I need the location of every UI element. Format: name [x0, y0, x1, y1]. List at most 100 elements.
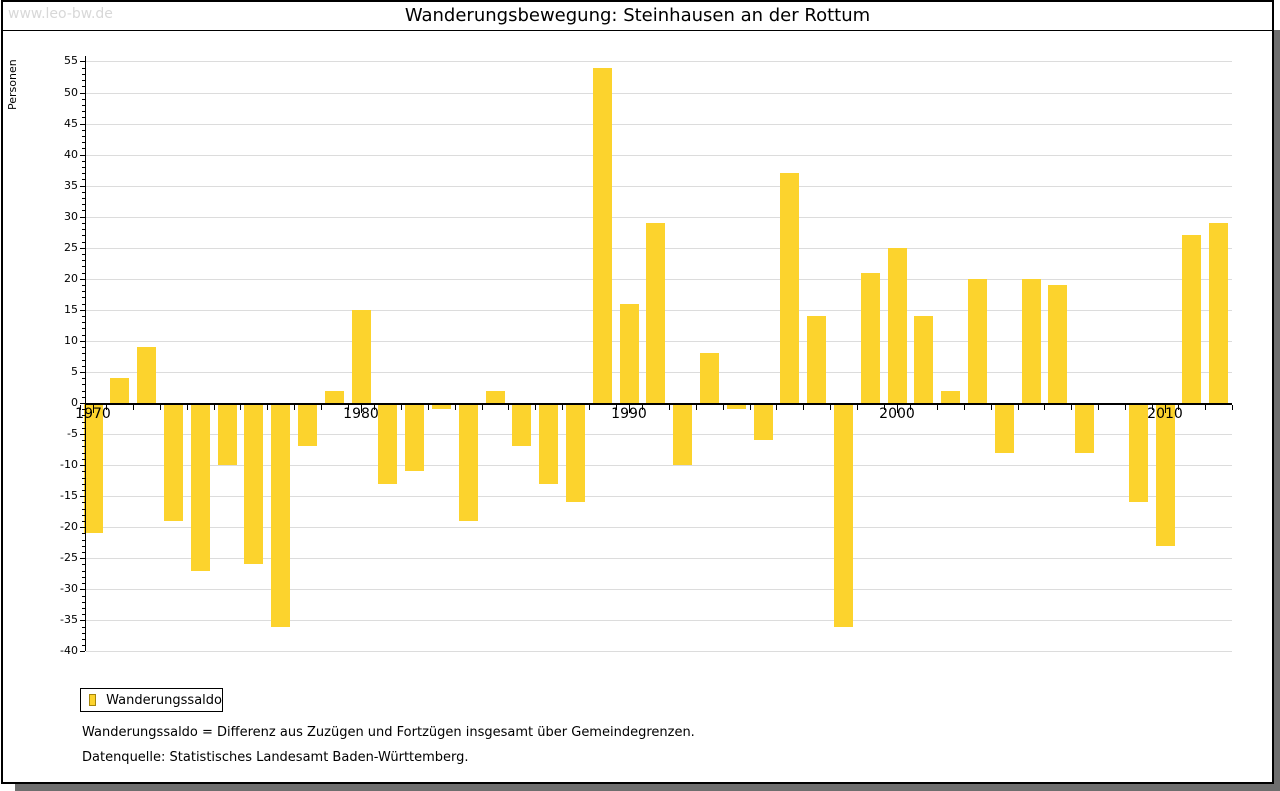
bar-1973 — [164, 403, 183, 521]
footnote-definition: Wanderungssaldo = Differenz aus Zuzügen … — [82, 725, 695, 740]
y-tick-label: 5 — [71, 365, 78, 378]
y-minor-tick — [82, 167, 85, 168]
y-minor-tick — [82, 117, 85, 118]
bar-1980 — [352, 310, 371, 403]
gridline — [86, 186, 1232, 187]
watermark: www.leo-bw.de — [8, 6, 113, 22]
y-major-tick — [80, 527, 85, 528]
y-minor-tick — [82, 602, 85, 603]
x-minor-tick — [750, 405, 751, 410]
y-minor-tick — [82, 148, 85, 149]
y-minor-tick — [82, 266, 85, 267]
gridline — [86, 61, 1232, 62]
x-minor-tick — [910, 405, 911, 410]
bar-1983 — [432, 403, 451, 409]
y-tick-label: 40 — [64, 148, 78, 161]
y-minor-tick — [82, 347, 85, 348]
y-major-tick — [80, 589, 85, 590]
x-minor-tick — [857, 405, 858, 410]
x-minor-tick — [776, 405, 777, 410]
y-major-tick — [80, 341, 85, 342]
y-major-tick — [80, 61, 85, 62]
y-minor-tick — [82, 235, 85, 236]
y-minor-tick — [82, 540, 85, 541]
bar-1984 — [459, 403, 478, 521]
footnote-source: Datenquelle: Statistisches Landesamt Bad… — [82, 750, 469, 765]
y-minor-tick — [82, 353, 85, 354]
gridline — [86, 124, 1232, 125]
y-minor-tick — [82, 242, 85, 243]
y-minor-tick — [82, 446, 85, 447]
y-major-tick — [80, 558, 85, 559]
x-minor-tick — [1152, 405, 1153, 410]
y-minor-tick — [82, 99, 85, 100]
gridline — [86, 217, 1232, 218]
bar-1988 — [566, 403, 585, 502]
x-minor-tick — [1018, 405, 1019, 410]
y-minor-tick — [82, 490, 85, 491]
bar-1986 — [512, 403, 531, 446]
y-minor-tick — [82, 502, 85, 503]
bar-1987 — [539, 403, 558, 484]
y-major-tick — [80, 620, 85, 621]
y-major-tick — [80, 434, 85, 435]
page-title: Wanderungsbewegung: Steinhausen an der R… — [404, 5, 871, 26]
gridline — [86, 496, 1232, 497]
bar-1976 — [244, 403, 263, 564]
bar-2003 — [968, 279, 987, 403]
x-minor-tick — [991, 405, 992, 410]
x-minor-tick — [723, 405, 724, 410]
gridline — [86, 465, 1232, 466]
x-minor-tick — [1044, 405, 1045, 410]
x-major-tick — [361, 405, 362, 413]
y-tick-label: -30 — [60, 582, 78, 595]
y-minor-tick — [82, 428, 85, 429]
y-minor-tick — [82, 285, 85, 286]
gridline — [86, 558, 1232, 559]
x-minor-tick — [294, 405, 295, 410]
y-minor-tick — [82, 533, 85, 534]
y-minor-tick — [82, 335, 85, 336]
y-tick-label: 0 — [71, 396, 78, 409]
x-major-tick — [1165, 405, 1166, 413]
y-minor-tick — [82, 322, 85, 323]
x-minor-tick — [884, 405, 885, 410]
bar-1977 — [271, 403, 290, 627]
y-minor-tick — [82, 571, 85, 572]
y-major-tick — [80, 465, 85, 466]
y-minor-tick — [82, 198, 85, 199]
y-minor-tick — [82, 254, 85, 255]
y-tick-label: -20 — [60, 520, 78, 533]
x-minor-tick — [348, 405, 349, 410]
bar-1975 — [218, 403, 237, 465]
y-minor-tick — [82, 260, 85, 261]
y-tick-label: 25 — [64, 241, 78, 254]
x-major-tick — [93, 405, 94, 413]
x-minor-tick — [669, 405, 670, 410]
title-bar: Wanderungsbewegung: Steinhausen an der R… — [3, 2, 1272, 31]
y-axis-line — [85, 56, 86, 651]
y-minor-tick — [82, 378, 85, 379]
y-major-tick — [80, 124, 85, 125]
y-tick-label: 50 — [64, 86, 78, 99]
y-major-tick — [80, 403, 85, 404]
x-minor-tick — [642, 405, 643, 410]
bar-1996 — [780, 173, 799, 403]
gridline — [86, 620, 1232, 621]
y-minor-tick — [82, 459, 85, 460]
y-major-tick — [80, 279, 85, 280]
x-minor-tick — [106, 405, 107, 410]
x-minor-tick — [267, 405, 268, 410]
x-tick-label: 1980 — [343, 406, 379, 422]
y-minor-tick — [82, 639, 85, 640]
y-tick-label: -10 — [60, 458, 78, 471]
y-minor-tick — [82, 291, 85, 292]
y-tick-label: 15 — [64, 303, 78, 316]
legend: Wanderungssaldo — [80, 688, 223, 712]
y-major-tick — [80, 310, 85, 311]
y-minor-tick — [82, 391, 85, 392]
x-minor-tick — [80, 405, 81, 410]
bar-1970 — [84, 403, 103, 533]
y-tick-label: 35 — [64, 179, 78, 192]
legend-swatch-icon — [89, 694, 97, 706]
